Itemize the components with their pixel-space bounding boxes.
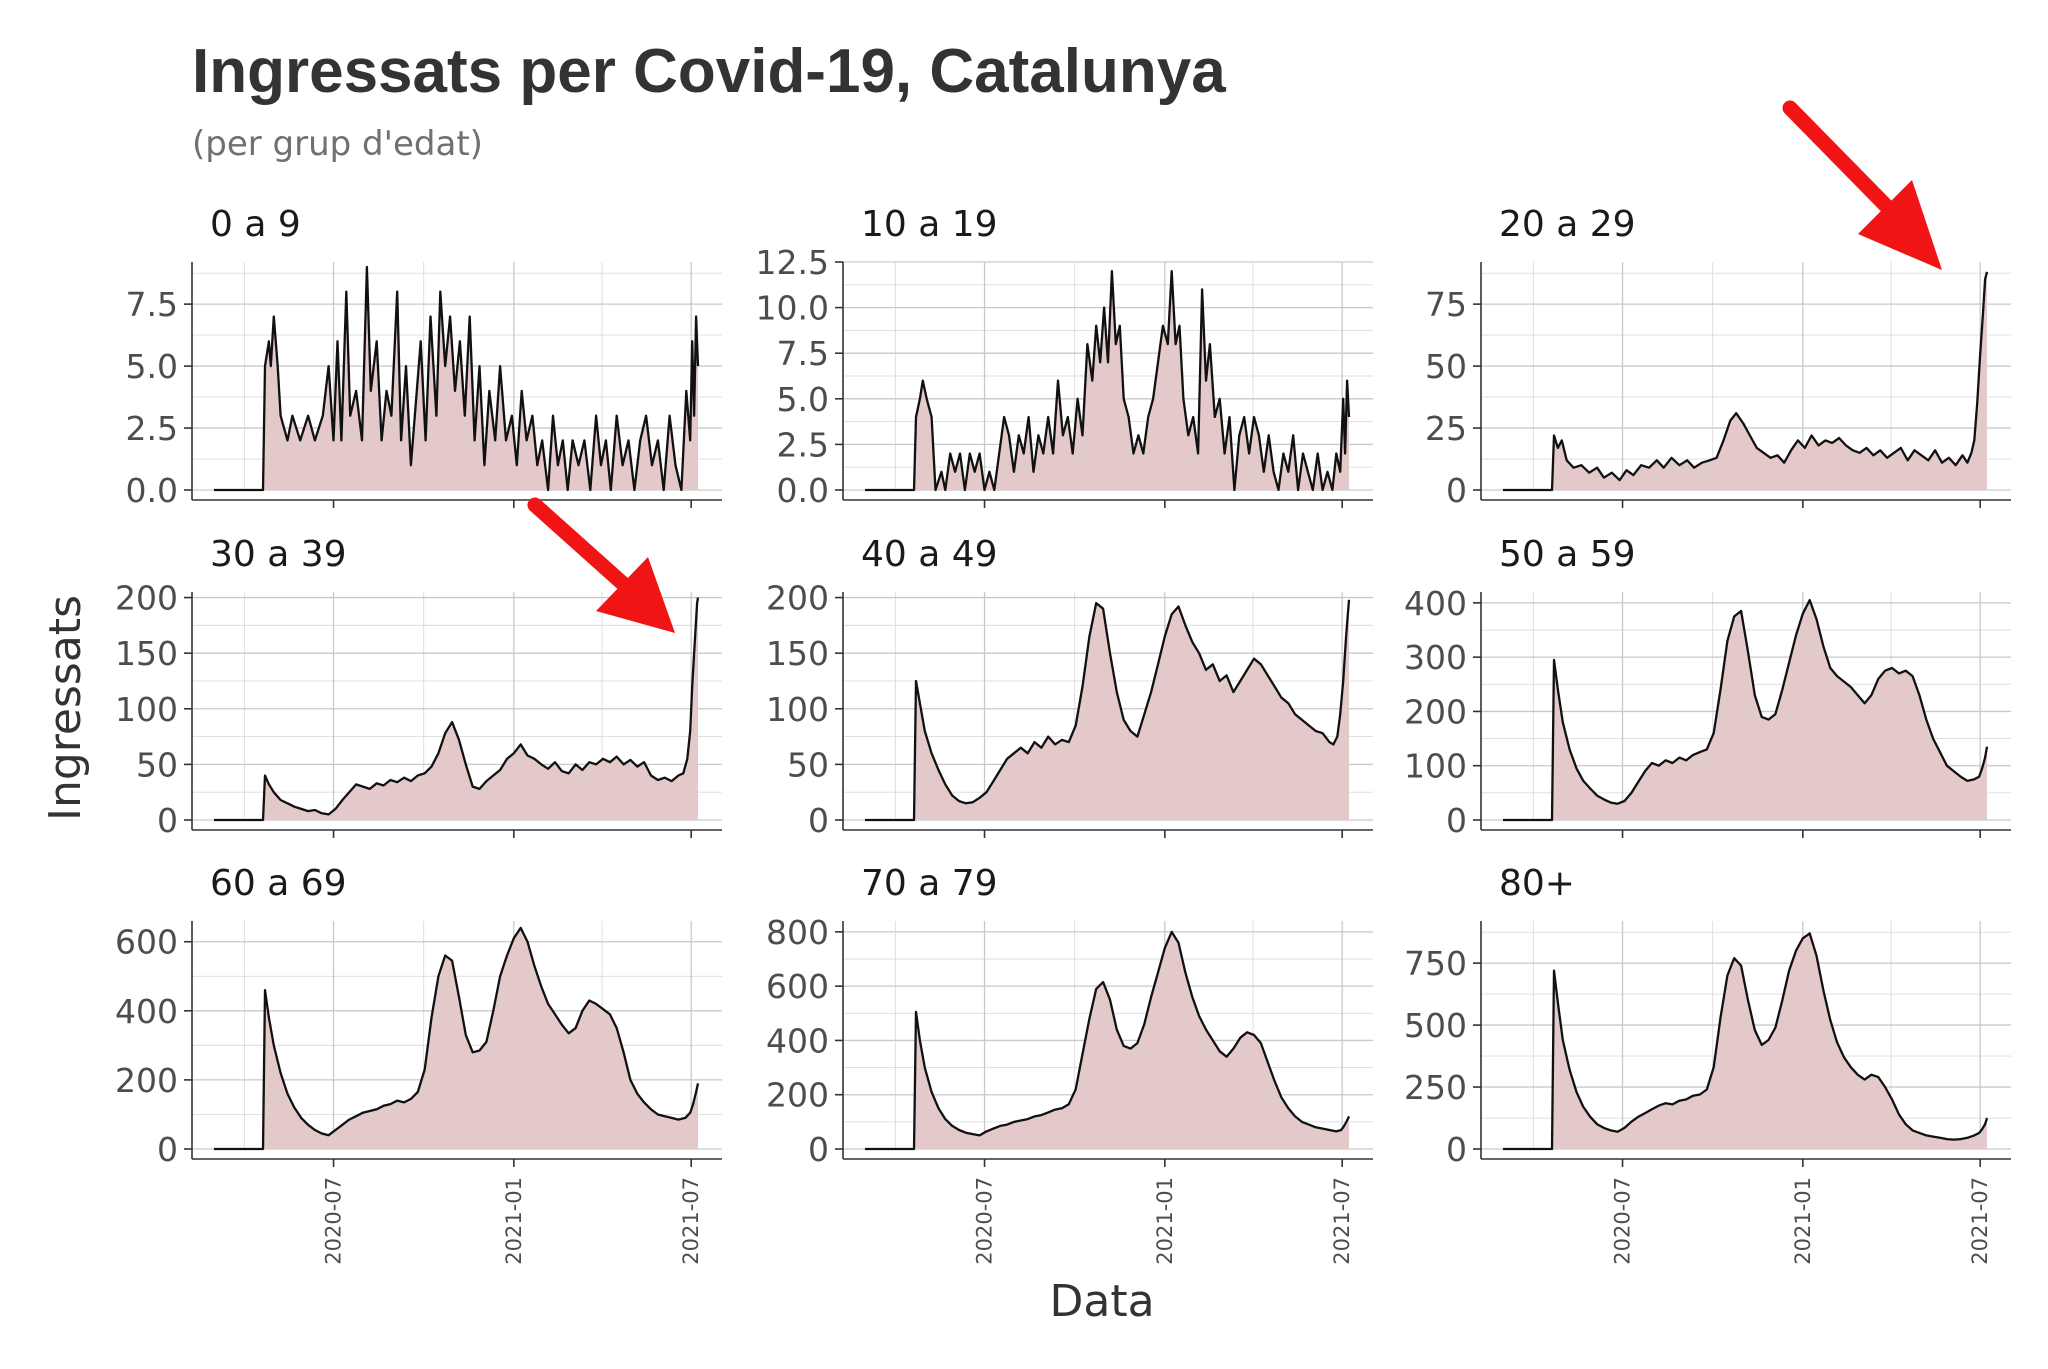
series-line bbox=[214, 265, 700, 492]
facet-label: 60 a 69 bbox=[210, 863, 347, 904]
chart-title: Ingressats per Covid-19, Catalunya bbox=[192, 37, 1226, 106]
x-tick-label: 2021-01 bbox=[1791, 1177, 1815, 1265]
y-tick-label: 7.5 bbox=[126, 285, 178, 324]
facet-label: 30 a 39 bbox=[210, 534, 347, 575]
y-tick-label: 400 bbox=[115, 992, 178, 1031]
facet-panel: 0 a 9 0.0 2.5 5.0 7.5 bbox=[126, 204, 722, 510]
series-line bbox=[1503, 932, 1989, 1151]
x-tick-label: 2021-01 bbox=[502, 1177, 526, 1265]
y-tick-label: 100 bbox=[766, 690, 829, 729]
annotation-layer bbox=[527, 100, 1942, 633]
y-tick-label: 50 bbox=[1425, 347, 1467, 386]
y-tick-label: 0 bbox=[808, 801, 829, 840]
x-tick-label: 2021-01 bbox=[1153, 1177, 1177, 1265]
y-tick-label: 600 bbox=[115, 923, 178, 962]
x-tick-label: 2021-07 bbox=[1968, 1177, 1992, 1265]
facet-panel: 10 a 19 0.0 2.5 5.0 7.5 10.0 12.5 bbox=[756, 204, 1373, 510]
facet-label: 50 a 59 bbox=[1499, 534, 1636, 575]
y-tick-label: 400 bbox=[766, 1021, 829, 1060]
facet-panel: 80+ 0 250 500 750 2020-07 2021-01 2021-07 bbox=[1404, 863, 2011, 1265]
x-tick-label: 2020-07 bbox=[1611, 1177, 1635, 1265]
y-tick-label: 200 bbox=[115, 1061, 178, 1100]
y-tick-label: 2.5 bbox=[126, 409, 178, 448]
facet-grid: 0 a 9 0.0 2.5 5.0 7.5 10 a 19 0.0 2.5 5.0 7.5 10.0… bbox=[115, 204, 2011, 1265]
y-tick-label: 0.0 bbox=[126, 471, 178, 510]
y-tick-label: 0.0 bbox=[777, 471, 829, 510]
chart-subtitle: (per grup d'edat) bbox=[192, 124, 483, 164]
facet-panel: 50 a 59 0 100 200 300 400 bbox=[1404, 534, 2011, 840]
y-tick-label: 200 bbox=[115, 579, 178, 618]
series-line bbox=[214, 597, 700, 822]
red-arrow-annotation bbox=[527, 497, 675, 633]
y-tick-label: 0 bbox=[157, 1130, 178, 1169]
facet-panel: 70 a 79 0 200 400 600 800 2020-07 2021-01 2021-0… bbox=[766, 863, 1373, 1265]
y-tick-label: 0 bbox=[1446, 471, 1467, 510]
series-line bbox=[865, 269, 1351, 492]
y-tick-label: 0 bbox=[1446, 1130, 1467, 1169]
y-tick-label: 300 bbox=[1404, 638, 1467, 677]
y-tick-label: 150 bbox=[766, 634, 829, 673]
y-tick-label: 500 bbox=[1404, 1006, 1467, 1045]
series-line bbox=[1503, 271, 1989, 492]
facet-panel: 60 a 69 0 200 400 600 2020-07 2021-01 2021-07 bbox=[115, 863, 722, 1265]
facet-panel: 40 a 49 0 50 100 150 200 bbox=[766, 534, 1373, 840]
x-tick-label: 2021-07 bbox=[1330, 1177, 1354, 1265]
y-tick-label: 250 bbox=[1404, 1068, 1467, 1107]
y-tick-label: 0 bbox=[157, 801, 178, 840]
facet-label: 80+ bbox=[1499, 863, 1575, 904]
facet-label: 10 a 19 bbox=[861, 204, 998, 245]
series-line bbox=[865, 599, 1351, 822]
y-tick-label: 10.0 bbox=[756, 289, 829, 328]
x-tick-label: 2020-07 bbox=[973, 1177, 997, 1265]
facet-panel: 20 a 29 0 25 50 75 bbox=[1425, 204, 2011, 510]
series-area bbox=[214, 927, 698, 1149]
facet-label: 0 a 9 bbox=[210, 204, 301, 245]
series-area bbox=[214, 267, 698, 490]
series-area bbox=[1503, 933, 1987, 1149]
y-tick-label: 2.5 bbox=[777, 425, 829, 464]
y-tick-label: 5.0 bbox=[777, 380, 829, 419]
y-tick-label: 100 bbox=[1404, 747, 1467, 786]
red-arrow-annotation bbox=[1782, 100, 1942, 270]
series-line bbox=[865, 930, 1351, 1151]
series-line bbox=[214, 926, 700, 1151]
y-tick-label: 12.5 bbox=[756, 243, 829, 282]
facet-label: 20 a 29 bbox=[1499, 204, 1636, 245]
y-tick-label: 400 bbox=[1404, 584, 1467, 623]
x-tick-label: 2020-07 bbox=[322, 1177, 346, 1265]
y-tick-label: 200 bbox=[1404, 692, 1467, 731]
y-axis-title: Ingressats bbox=[40, 595, 91, 821]
series-line bbox=[1503, 598, 1989, 822]
series-area bbox=[214, 597, 698, 820]
y-tick-label: 50 bbox=[787, 745, 829, 784]
y-tick-label: 100 bbox=[115, 690, 178, 729]
y-tick-label: 0 bbox=[1446, 801, 1467, 840]
x-axis-title: Data bbox=[1049, 1276, 1154, 1327]
series-area bbox=[865, 931, 1349, 1149]
y-tick-label: 75 bbox=[1425, 285, 1467, 324]
series-area bbox=[865, 271, 1349, 490]
y-tick-label: 7.5 bbox=[777, 334, 829, 373]
x-tick-label: 2021-07 bbox=[679, 1177, 703, 1265]
series-area bbox=[865, 599, 1349, 820]
y-tick-label: 200 bbox=[766, 1076, 829, 1115]
series-area bbox=[1503, 600, 1987, 820]
y-tick-label: 5.0 bbox=[126, 347, 178, 386]
y-tick-label: 800 bbox=[766, 913, 829, 952]
y-tick-label: 200 bbox=[766, 579, 829, 618]
y-tick-label: 0 bbox=[808, 1130, 829, 1169]
y-tick-label: 600 bbox=[766, 967, 829, 1006]
y-tick-label: 50 bbox=[136, 745, 178, 784]
y-tick-label: 150 bbox=[115, 634, 178, 673]
y-tick-label: 25 bbox=[1425, 409, 1467, 448]
facet-panel: 30 a 39 0 50 100 150 200 bbox=[115, 534, 722, 840]
facet-label: 40 a 49 bbox=[861, 534, 998, 575]
y-tick-label: 750 bbox=[1404, 944, 1467, 983]
facet-label: 70 a 79 bbox=[861, 863, 998, 904]
series-area bbox=[1503, 271, 1987, 490]
